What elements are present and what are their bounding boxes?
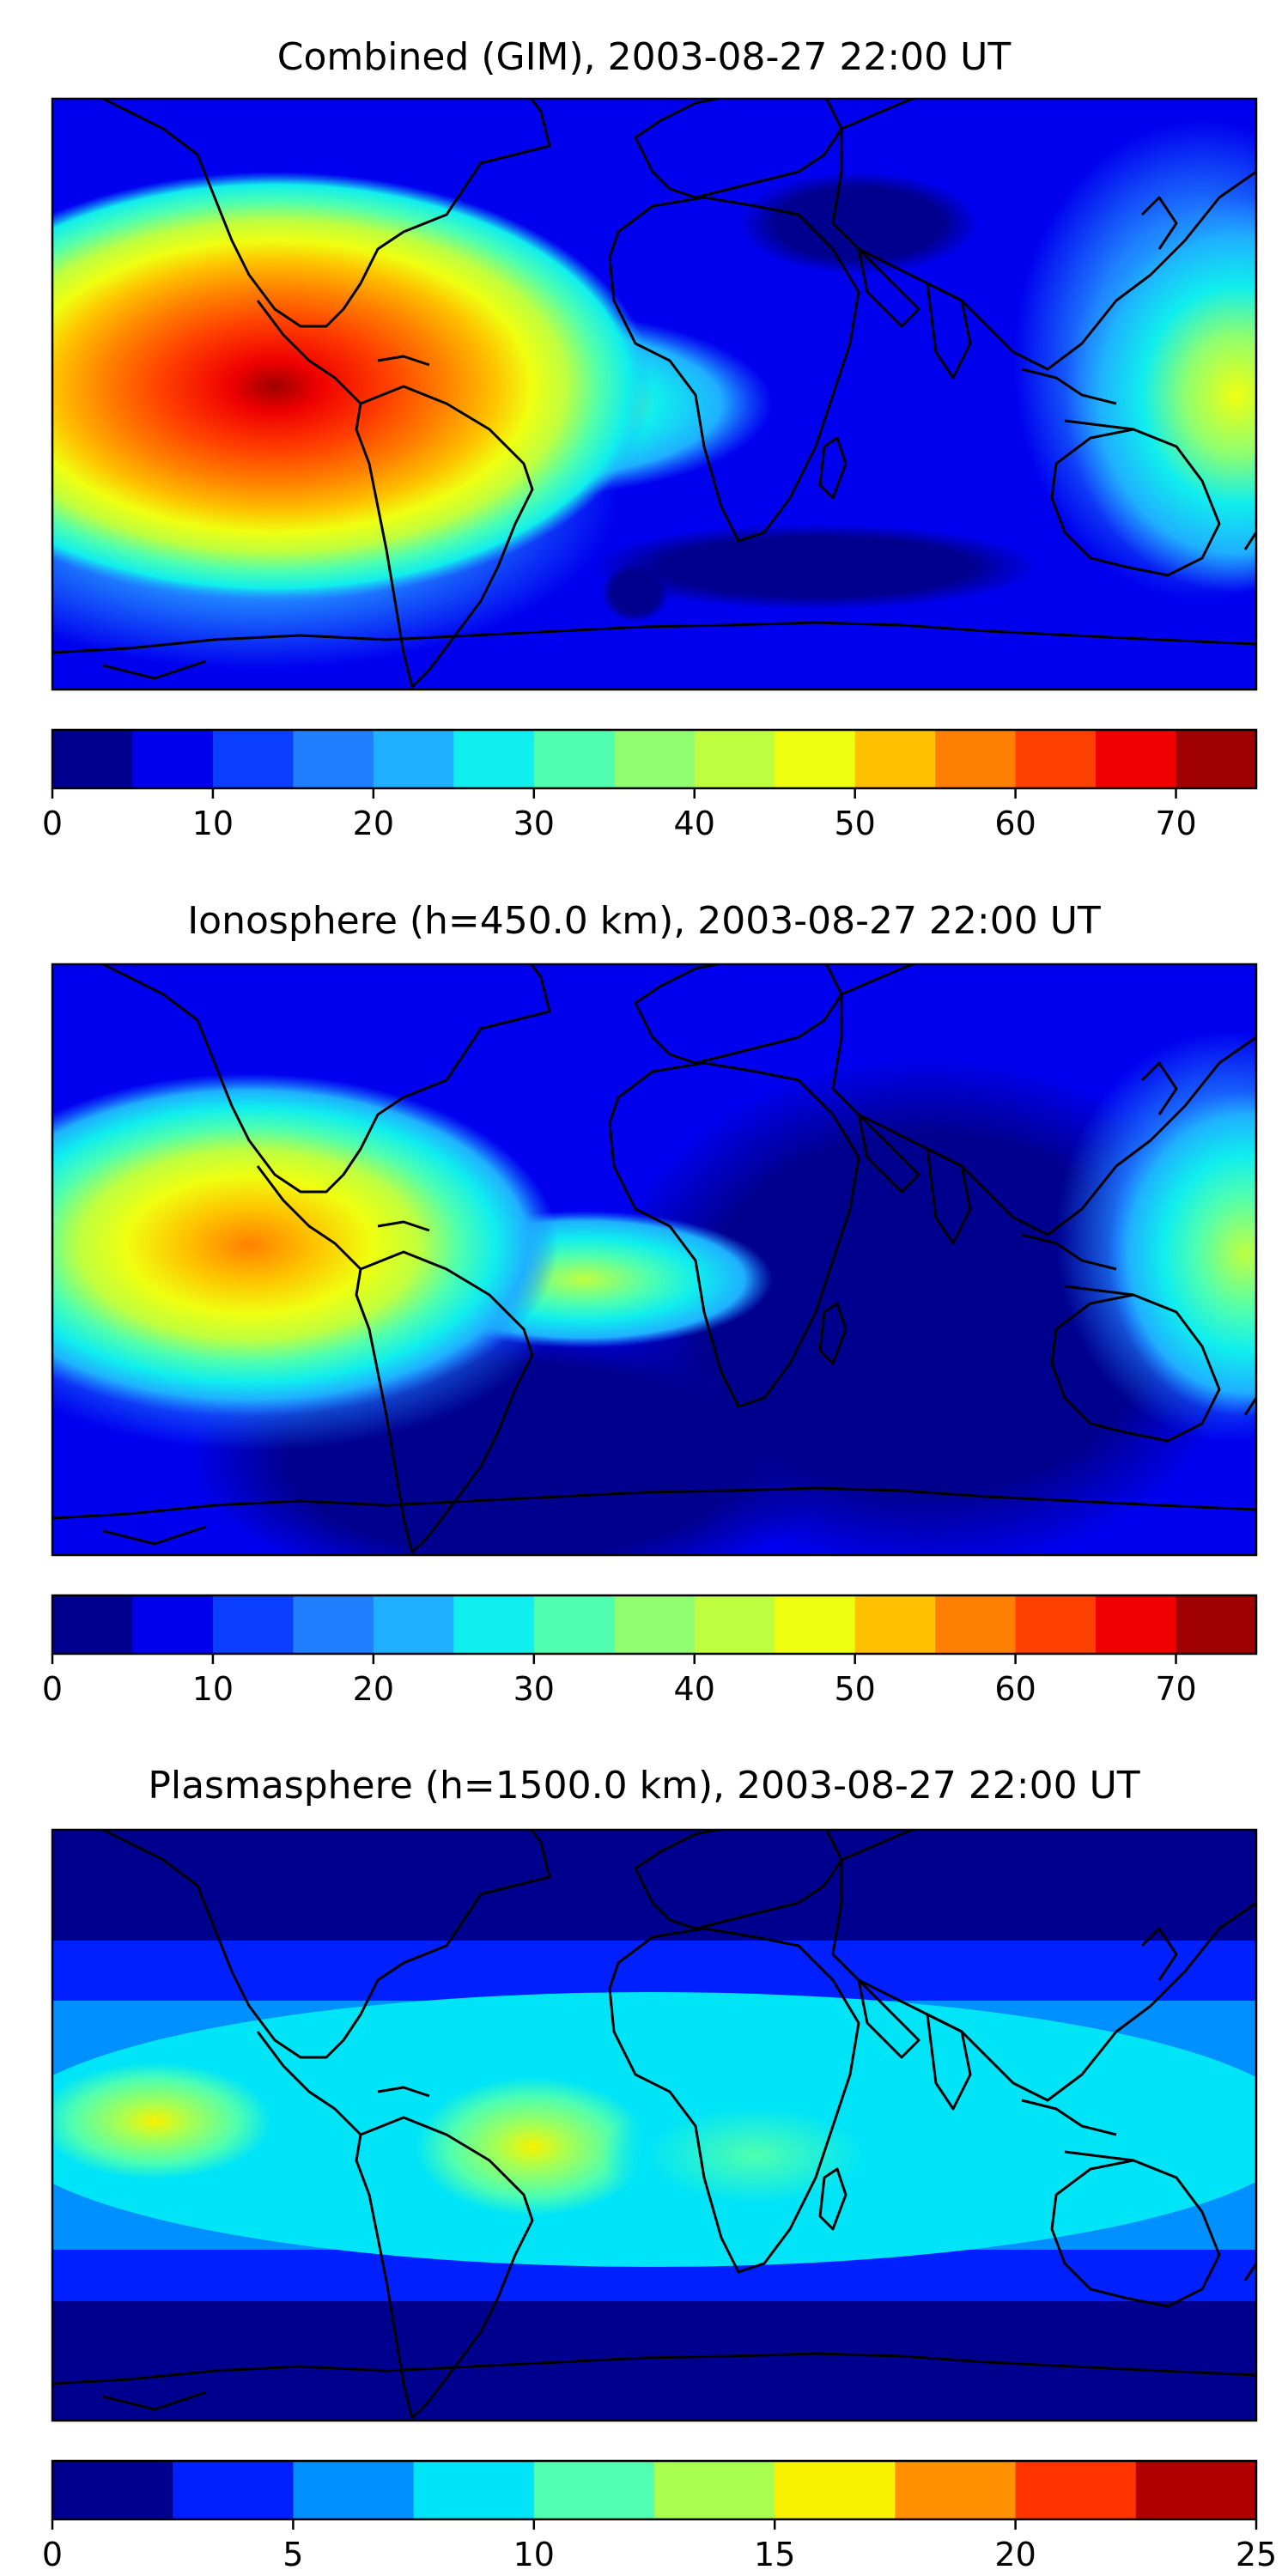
map-plasmasphere — [52, 1830, 1256, 2421]
colorbar-segment — [935, 1595, 1017, 1654]
colorbar-tick-label: 30 — [513, 1670, 555, 1708]
colorbar-segment — [1096, 1595, 1177, 1654]
colorbar-frame — [51, 2459, 1258, 2521]
colorbar-segment — [1096, 730, 1177, 788]
colorbar-combined: 0 10 20 30 40 50 60 70 — [42, 728, 1258, 842]
colorbar-tick-label: 0 — [42, 2536, 63, 2573]
colorbar-segment — [373, 1595, 454, 1654]
colorbar-tick-label: 60 — [994, 805, 1036, 842]
colorbar-tick-label: 70 — [1155, 805, 1196, 842]
map-combined — [52, 99, 1256, 690]
colorbar-ionosphere: 0 10 20 30 40 50 60 70 — [42, 1594, 1258, 1708]
colorbar-segment — [1015, 730, 1097, 788]
colorbar-tick-label: 20 — [353, 805, 394, 842]
colorbar-frame — [51, 1594, 1258, 1656]
colorbar-segment — [52, 1595, 133, 1654]
colorbar-segment — [293, 1595, 374, 1654]
colorbar-tick-label: 10 — [192, 1670, 234, 1708]
colorbar-segment — [1015, 1595, 1097, 1654]
colorbar-segment — [413, 2461, 535, 2519]
colorbar-segment — [533, 1595, 615, 1654]
colorbar-tick-label: 60 — [994, 1670, 1036, 1708]
colorbar-segment — [132, 1595, 214, 1654]
colorbar-segment — [775, 2461, 896, 2519]
colorbar-segment — [1176, 730, 1257, 788]
colorbar-tick-label: 30 — [513, 805, 555, 842]
colorbar-segment — [173, 2461, 294, 2519]
colorbar-segment — [373, 730, 454, 788]
colorbar-segment — [614, 1595, 696, 1654]
colorbar-segment — [1176, 1595, 1257, 1654]
colorbar-segment — [694, 1595, 775, 1654]
colorbar-segment — [533, 2461, 655, 2519]
colorbar-tick-label: 20 — [994, 2536, 1036, 2573]
colorbar-segment — [935, 730, 1017, 788]
colorbar-tick-label: 15 — [754, 2536, 795, 2573]
colorbar-segment — [293, 730, 374, 788]
colorbar-segment — [533, 730, 615, 788]
colorbar-frame — [51, 728, 1258, 790]
colorbar-segment — [775, 1595, 856, 1654]
colorbar-segment — [854, 730, 936, 788]
colorbar-segment — [212, 1595, 294, 1654]
colorbar-segment — [654, 2461, 775, 2519]
colorbar-segment — [453, 730, 535, 788]
colorbar-tick-label: 0 — [42, 805, 63, 842]
colorbar-tick-label: 10 — [192, 805, 234, 842]
map-frame-plasmasphere — [51, 1828, 1258, 2422]
colorbar-segment — [1015, 2461, 1137, 2519]
map-frame-ionosphere — [51, 963, 1258, 1557]
colorbar-segment — [614, 730, 696, 788]
panel-title-combined: Combined (GIM), 2003-08-27 22:00 UT — [276, 35, 1012, 79]
colorbar-tick-label: 10 — [513, 2536, 555, 2573]
map-frame-combined — [51, 97, 1258, 691]
colorbar-tick-label: 5 — [283, 2536, 303, 2573]
colorbar-tick-label: 40 — [674, 805, 715, 842]
colorbar-segment — [775, 730, 856, 788]
map-ionosphere — [52, 964, 1256, 1555]
colorbar-segment — [52, 730, 133, 788]
panel-title-ionosphere: Ionosphere (h=450.0 km), 2003-08-27 22:0… — [187, 899, 1101, 943]
colorbar-segment — [52, 2461, 173, 2519]
colorbar-segment — [293, 2461, 415, 2519]
colorbar-segment — [1135, 2461, 1257, 2519]
colorbar-tick-label: 0 — [42, 1670, 63, 1708]
colorbar-segment — [895, 2461, 1017, 2519]
colorbar-tick-label: 50 — [834, 805, 875, 842]
colorbar-tick-label: 25 — [1236, 2536, 1277, 2573]
colorbar-tick-label: 40 — [674, 1670, 715, 1708]
colorbar-tick-label: 20 — [353, 1670, 394, 1708]
colorbar-segment — [132, 730, 214, 788]
colorbar-tick-label: 70 — [1155, 1670, 1196, 1708]
panel-title-plasmasphere: Plasmasphere (h=1500.0 km), 2003-08-27 2… — [148, 1764, 1140, 1807]
colorbar-tick-label: 50 — [834, 1670, 875, 1708]
colorbar-plasmasphere: 0 5 10 15 20 25 — [42, 2459, 1277, 2573]
colorbar-segment — [212, 730, 294, 788]
colorbar-segment — [854, 1595, 936, 1654]
colorbar-segment — [453, 1595, 535, 1654]
colorbar-segment — [694, 730, 775, 788]
